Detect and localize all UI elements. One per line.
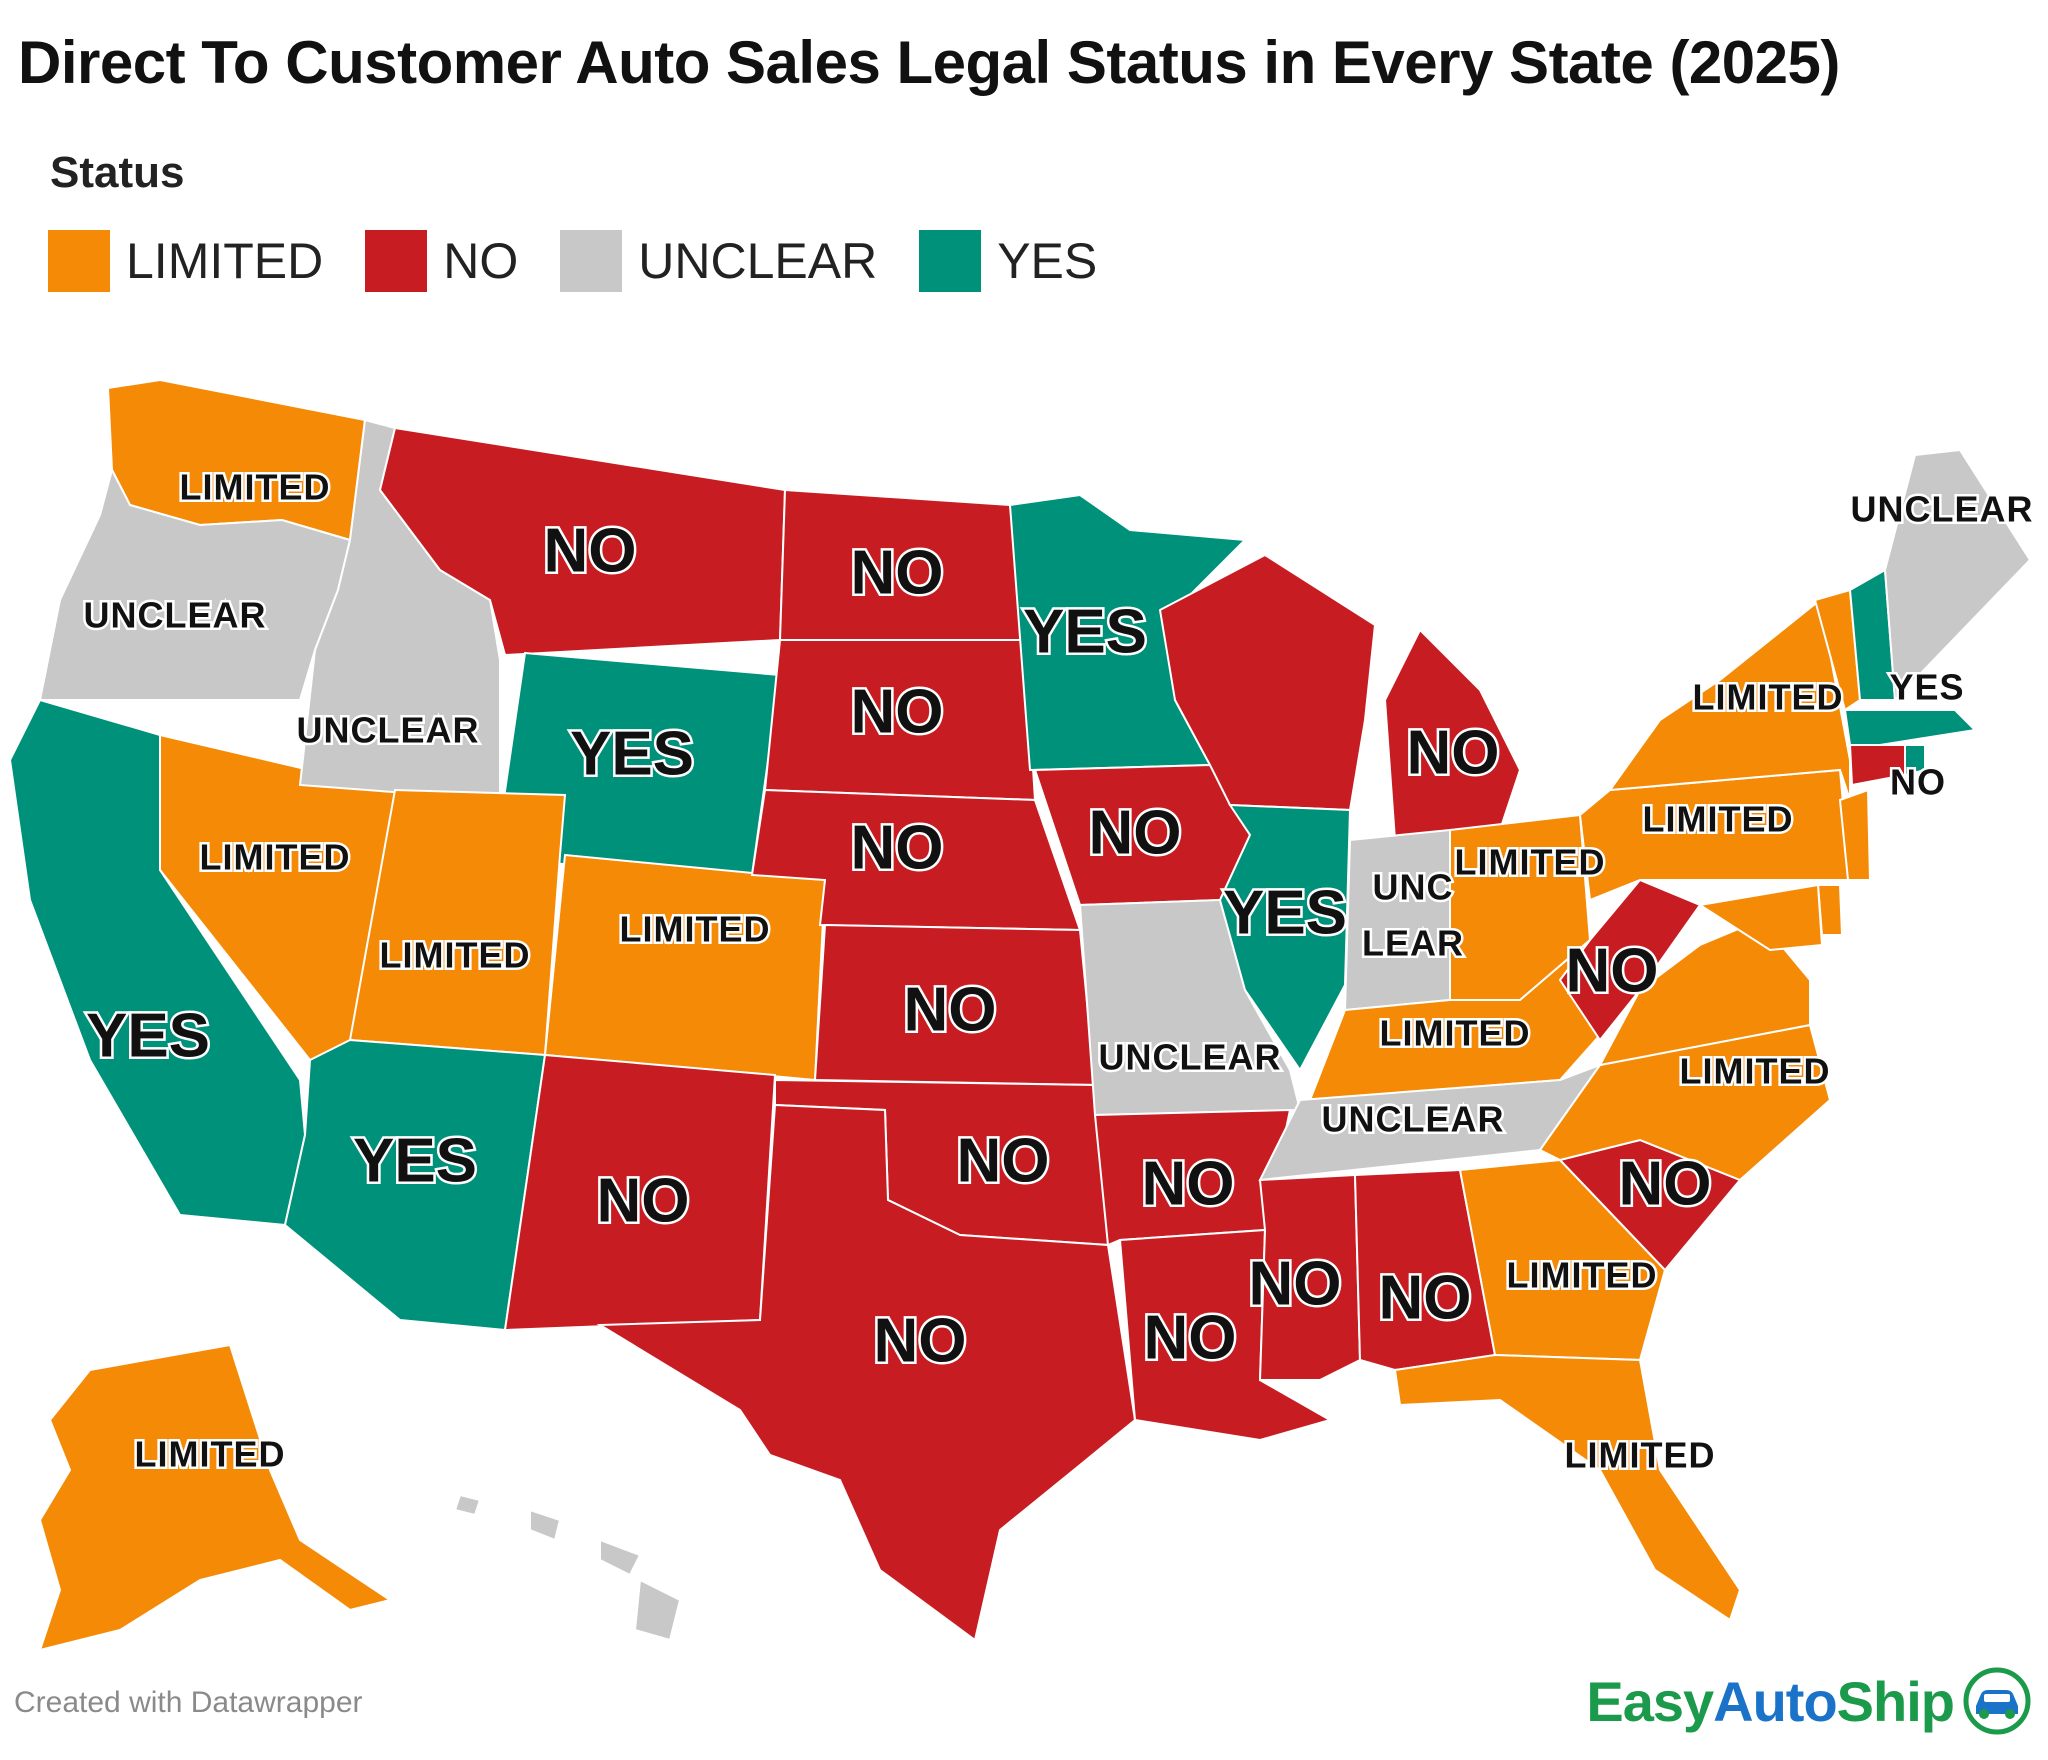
state-shapes: [8, 378, 2032, 1652]
car-icon: [1963, 1667, 2031, 1735]
state-ut: [348, 788, 567, 1057]
brand-easy: Easy: [1586, 1669, 1714, 1733]
state-labels: LIMITEDUNCLEARYESLIMITEDUNCLEARNOYESLIMI…: [81, 464, 2035, 1478]
state-ny: [1607, 598, 1851, 801]
state-co: [543, 853, 827, 1082]
state-label-ga: LIMITED: [1507, 1255, 1658, 1296]
state-ma: [1843, 709, 1978, 746]
state-label-ks: NO: [904, 975, 997, 1044]
state-label-fl: LIMITED: [1565, 1435, 1716, 1476]
state-label-la: NO: [1144, 1303, 1237, 1372]
state-label-ar: NO: [1142, 1149, 1235, 1218]
state-nj: [1838, 788, 1872, 881]
state-label-wv: NO: [1566, 936, 1659, 1005]
state-label-wa: LIMITED: [180, 467, 331, 508]
state-label-ma: YES: [1889, 667, 1964, 708]
state-label-ne: NO: [851, 813, 944, 882]
state-label-oh: LIMITED: [1455, 842, 1606, 883]
state-label-nd: NO: [851, 538, 944, 607]
state-label-il: YES: [1223, 878, 1347, 947]
brand-ship: Ship: [1836, 1669, 1955, 1733]
state-label-mn: YES: [1023, 597, 1147, 666]
state-fl: [1393, 1353, 1742, 1622]
state-label-ct: NO: [1890, 762, 1946, 803]
us-state-map: LIMITEDUNCLEARYESLIMITEDUNCLEARNOYESLIMI…: [8, 378, 2035, 1652]
state-az: [283, 1038, 547, 1332]
state-ne: [750, 788, 1082, 932]
state-label-ak: LIMITED: [135, 1434, 286, 1475]
state-label-ky: LIMITED: [1380, 1013, 1531, 1054]
state-label-wy: YES: [570, 719, 694, 788]
state-label-sd: NO: [851, 677, 944, 746]
state-label-mi: NO: [1407, 718, 1500, 787]
legend-label-unclear: UNCLEAR: [638, 233, 878, 289]
state-label-az: YES: [353, 1126, 477, 1195]
legend-title: Status: [50, 148, 185, 197]
state-ak: [38, 1343, 393, 1652]
state-in: [1343, 828, 1451, 1012]
state-tx: [596, 1103, 1137, 1642]
legend-item-yes: YES: [919, 230, 1097, 292]
brand-wordmark: EasyAutoShip: [1586, 1669, 1955, 1734]
state-label-mo: UNCLEAR: [1099, 1037, 1282, 1078]
state-label-id: UNCLEAR: [297, 710, 480, 751]
legend-label-yes: YES: [997, 233, 1098, 289]
page-title: Direct To Customer Auto Sales Legal Stat…: [18, 29, 1840, 96]
state-label-mt: NO: [544, 516, 637, 585]
state-label-nm: NO: [597, 1166, 690, 1235]
state-label-ok: NO: [957, 1126, 1050, 1195]
legend-swatch-unclear: [560, 230, 623, 292]
state-label-me: UNCLEAR: [1851, 489, 2034, 530]
legend-label-limited: LIMITED: [126, 233, 324, 289]
state-label-ia: NO: [1089, 798, 1182, 867]
state-label-ca: YES: [86, 1001, 210, 1070]
state-ga: [1458, 1158, 1667, 1362]
state-label-ny: LIMITED: [1693, 677, 1844, 718]
credit-text: Created with Datawrapper: [14, 1686, 363, 1719]
state-hi: [453, 1493, 682, 1642]
brand-auto: Auto: [1713, 1669, 1838, 1733]
state-label-in-1: UNC: [1373, 867, 1454, 908]
state-label-sc: NO: [1619, 1149, 1712, 1218]
state-label-tn: UNCLEAR: [1322, 1099, 1505, 1140]
state-label-in-2: LEAR: [1362, 923, 1464, 964]
state-label-ut: LIMITED: [380, 935, 531, 976]
state-label-nv: LIMITED: [200, 837, 351, 878]
state-label-pa: LIMITED: [1643, 799, 1794, 840]
legend-swatch-no: [365, 230, 428, 292]
brand-logo: EasyAutoShip: [1586, 1666, 2032, 1736]
state-ri: [1904, 744, 1926, 777]
state-label-al: NO: [1379, 1263, 1472, 1332]
state-me: [1883, 448, 2032, 703]
state-label-or: UNCLEAR: [84, 595, 267, 636]
legend-item-no: NO: [365, 230, 518, 292]
legend-item-limited: LIMITED: [48, 230, 323, 292]
legend-label-no: NO: [443, 233, 519, 289]
legend-swatch-yes: [919, 230, 982, 292]
state-label-ms: NO: [1249, 1249, 1342, 1318]
state-label-co: LIMITED: [620, 909, 771, 950]
legend: LIMITED NO UNCLEAR YES: [48, 230, 1139, 292]
legend-swatch-limited: [48, 230, 110, 292]
state-label-nc: LIMITED: [1680, 1051, 1831, 1092]
state-label-tx: NO: [874, 1306, 967, 1375]
state-md: [1697, 883, 1824, 952]
legend-item-unclear: UNCLEAR: [560, 230, 877, 292]
